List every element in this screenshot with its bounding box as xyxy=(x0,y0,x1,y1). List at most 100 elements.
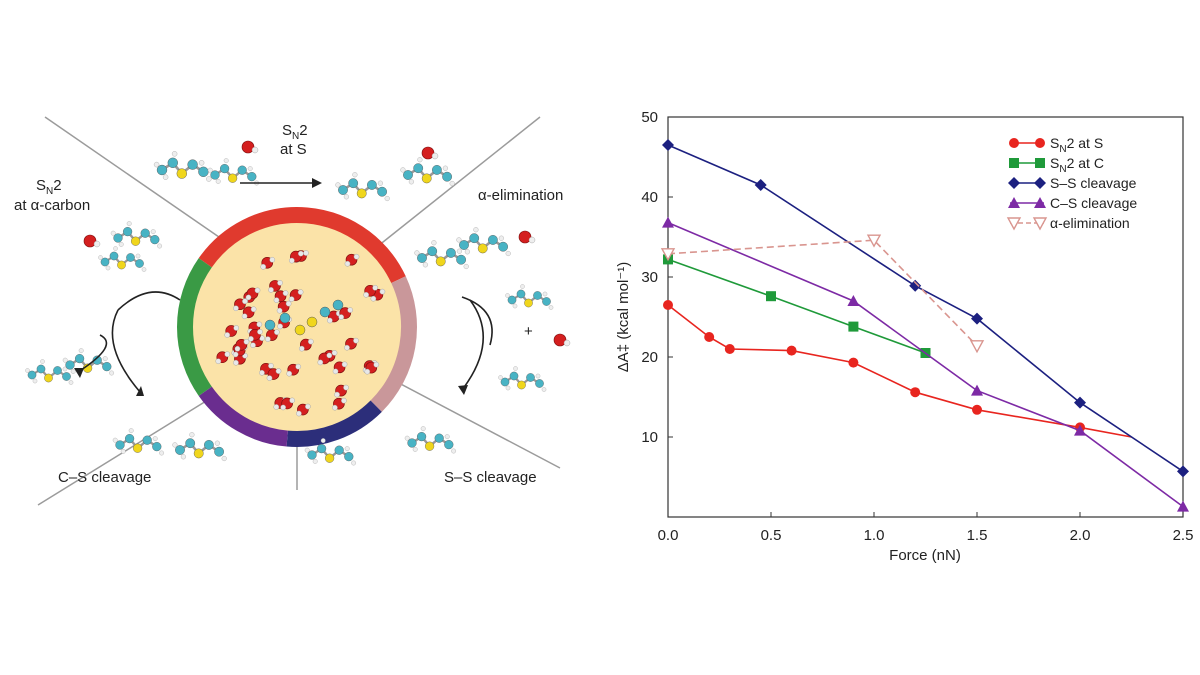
ring-segment-sn2-at-s xyxy=(198,207,406,284)
reactant-atom xyxy=(279,312,291,324)
ring-segment-alpha-elimination xyxy=(370,276,417,412)
series-line xyxy=(667,258,926,354)
y-axis-title: ΔA‡ (kcal mol⁻¹) xyxy=(615,262,632,372)
molecule-sn2-alpha-a xyxy=(98,246,147,272)
molecule-cs-product-b xyxy=(172,432,227,462)
hydrogen-atom xyxy=(295,363,302,370)
legend-marker xyxy=(1035,138,1045,148)
hydrogen-atom xyxy=(245,294,252,301)
data-point xyxy=(1177,500,1189,512)
ring-segment-sn2-alpha xyxy=(177,258,212,396)
x-tick-label: 2.0 xyxy=(1070,527,1091,544)
data-point xyxy=(660,248,676,262)
hydrogen-atom xyxy=(373,361,380,368)
legend-label: SN2 at C xyxy=(1050,155,1104,175)
hydroxide-sn2-s-product-h xyxy=(431,152,439,160)
hydrogen-atom xyxy=(334,391,340,398)
data-point xyxy=(971,384,983,396)
molecule-sn2-alpha-product-b xyxy=(62,348,115,376)
divider-bottom-right xyxy=(377,371,561,469)
label-sn2-alpha-line2: at α-carbon xyxy=(14,197,90,214)
label-plus: + xyxy=(524,323,533,340)
data-point xyxy=(848,321,859,332)
data-point xyxy=(971,312,983,325)
hydrogen-atom xyxy=(248,336,254,342)
hydrogen-atom xyxy=(326,352,333,359)
data-point xyxy=(724,344,735,354)
hydrogen-atom xyxy=(338,314,344,320)
hydrogen-atom xyxy=(332,404,338,411)
line-chart: 0.0 0.5 1.0 1.5 2.0 2.5 10 20 30 40 50 Force (nN)… xyxy=(615,109,1194,564)
hydrogen-atom xyxy=(288,296,295,302)
data-point xyxy=(969,340,985,354)
legend-marker xyxy=(1008,177,1020,189)
x-tick-label: 1.5 xyxy=(967,527,988,544)
data-point xyxy=(1074,424,1086,436)
hydrogen-atom xyxy=(344,260,351,267)
label-sn2-alpha: SN2 xyxy=(36,177,62,197)
data-point xyxy=(847,295,860,306)
arrow-alpha-c xyxy=(77,334,108,373)
y-tick-label: 20 xyxy=(641,349,658,366)
hydrogen-atom xyxy=(268,287,274,293)
x-tick-label: 2.5 xyxy=(1173,527,1194,544)
series-2 xyxy=(662,139,1189,478)
y-tick-label: 40 xyxy=(641,189,658,206)
hydrogen-atom xyxy=(224,351,231,358)
series-0 xyxy=(663,300,1132,438)
data-point xyxy=(848,357,859,368)
data-point xyxy=(1177,465,1189,478)
hydrogen-atom xyxy=(275,368,282,374)
hydrogen-atom xyxy=(379,288,386,295)
data-point xyxy=(704,332,715,342)
hydrogen-atom xyxy=(289,397,295,404)
hydrogen-atom xyxy=(326,317,333,324)
x-tick-label: 0.0 xyxy=(658,527,679,544)
label-cs-cleavage: C–S cleavage xyxy=(58,469,151,486)
molecule-sn2-s-reactant-b xyxy=(207,158,260,186)
hydrogen-atom xyxy=(296,410,302,417)
divider-top-right xyxy=(377,116,541,247)
chart-series xyxy=(660,139,1189,512)
ring-segment-cs-cleavage xyxy=(198,386,289,447)
hydrogen-atom xyxy=(259,369,265,376)
data-point xyxy=(754,179,767,191)
reactant-atom xyxy=(264,319,276,331)
hydrogen-atom xyxy=(273,404,280,410)
hydrogen-atom xyxy=(285,300,292,307)
x-tick-label: 1.0 xyxy=(864,527,885,544)
y-tick-label: 30 xyxy=(641,269,658,286)
legend-label: C–S cleavage xyxy=(1050,195,1137,211)
label-sn2-at-s-line2: at S xyxy=(280,141,307,158)
molecule-elim-reactant-a xyxy=(414,240,469,270)
hydrogen-atom xyxy=(298,250,304,257)
hydrogen-atom xyxy=(303,250,309,256)
hydrogen-atom xyxy=(254,287,261,294)
hydrogen-atom xyxy=(274,329,280,335)
label-ss-cleavage: S–S cleavage xyxy=(444,469,537,486)
arrow-elim-a xyxy=(461,296,493,346)
x-axis: 0.0 0.5 1.0 1.5 2.0 2.5 xyxy=(658,512,1194,544)
hydrogen-atom xyxy=(308,338,314,345)
hydrogen-atom xyxy=(243,338,250,345)
hydroxide-sn2-s-h xyxy=(251,146,259,154)
hydrogen-atom xyxy=(232,351,239,358)
series-line xyxy=(667,304,1132,438)
data-point xyxy=(910,387,921,398)
hydrogen-atom xyxy=(233,359,239,366)
molecule-sn2-alpha-b xyxy=(110,221,163,249)
series-4 xyxy=(660,234,985,354)
hydrogen-atom xyxy=(268,362,274,369)
data-point xyxy=(766,291,776,302)
hydrogen-atom xyxy=(241,313,248,320)
hydrogen-atom xyxy=(353,337,359,344)
hydrogen-atom xyxy=(305,403,311,410)
hydrogen-atom xyxy=(289,257,295,264)
label-sn2-at-s: SN2 xyxy=(282,122,308,142)
molecule-sn2-s-product-a xyxy=(335,172,390,202)
arrow-alpha-a xyxy=(117,291,181,311)
hydrogen-atom xyxy=(282,290,289,296)
reaction-arrows xyxy=(74,178,493,396)
hydrogen-atom xyxy=(233,325,240,331)
legend-label: SN2 at S xyxy=(1050,135,1103,155)
